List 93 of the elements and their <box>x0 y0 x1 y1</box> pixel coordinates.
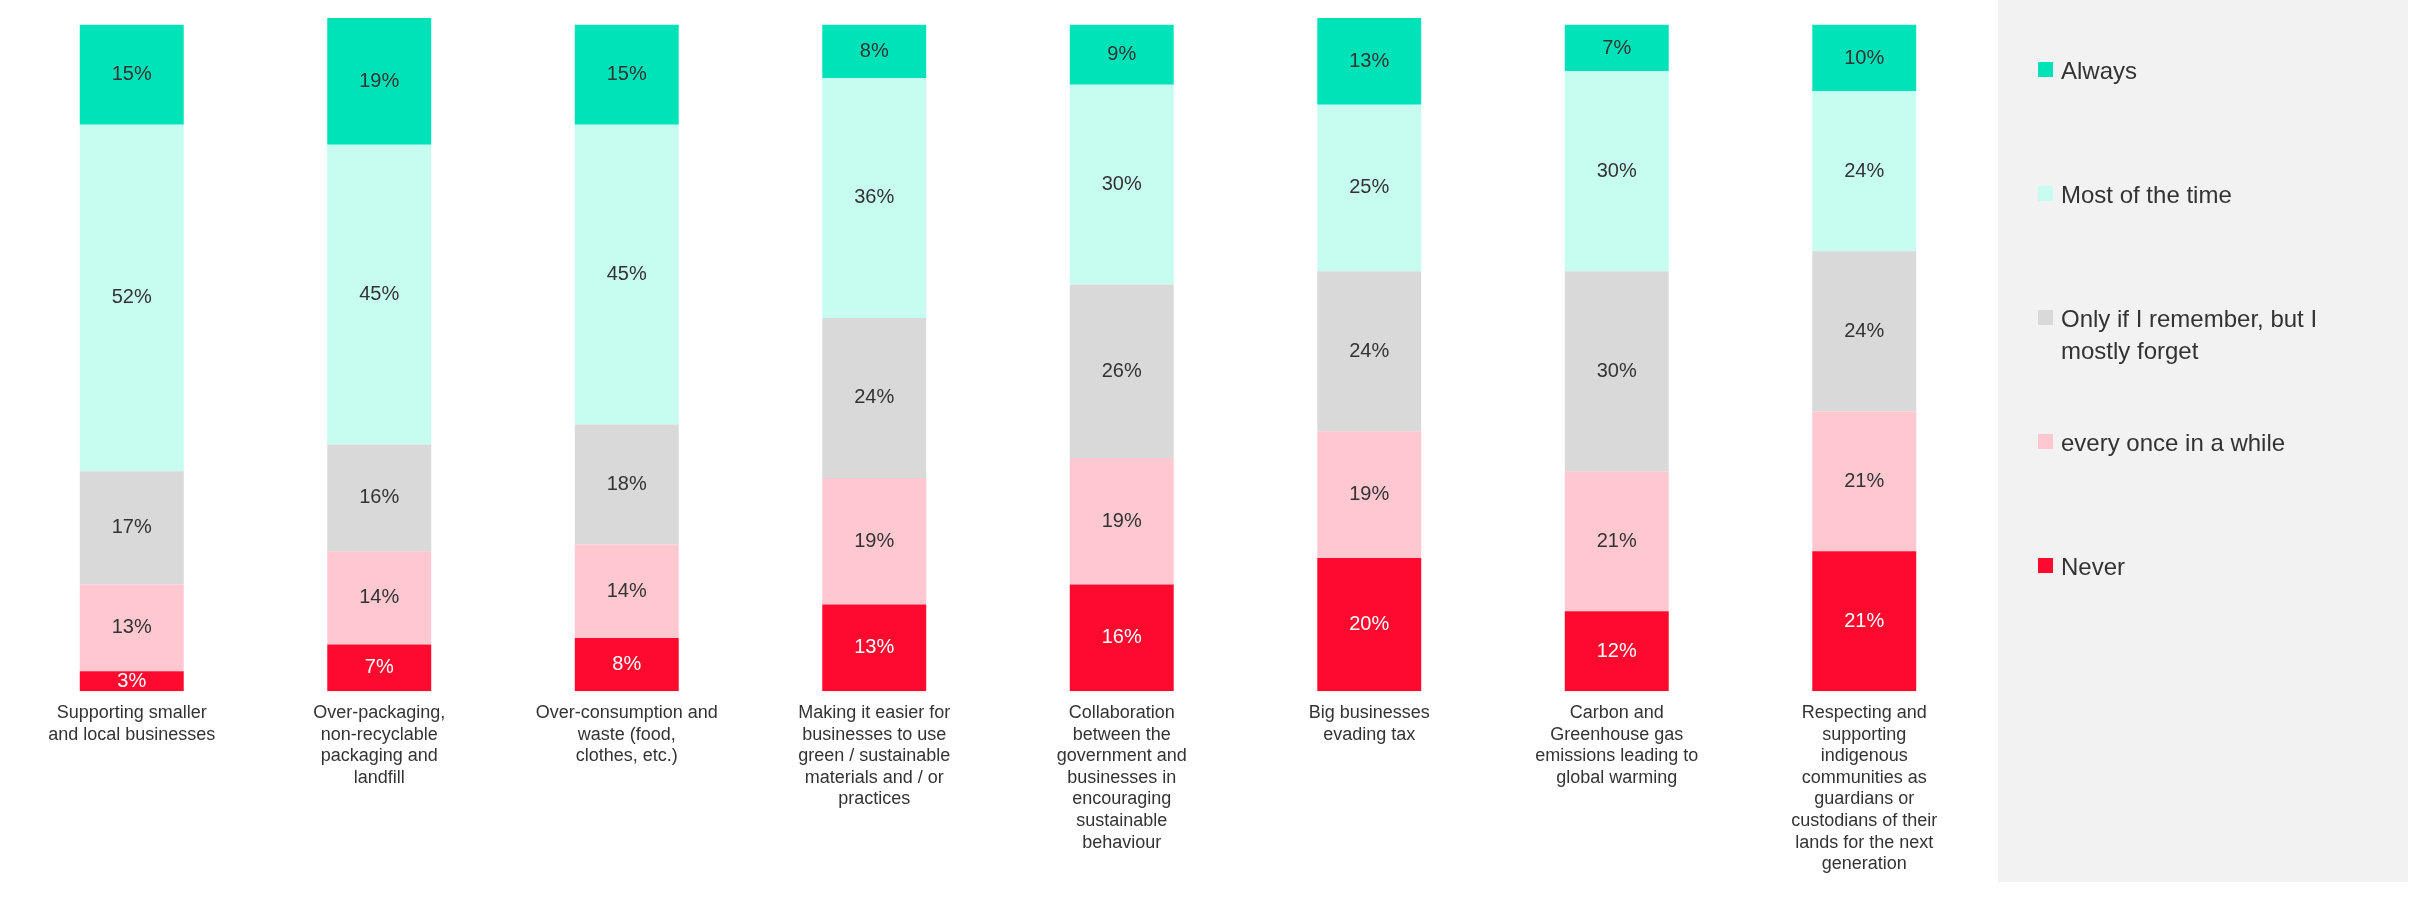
bar <box>1812 91 1917 252</box>
data-label: 26% <box>1101 358 1142 381</box>
x-tick-label: Making it easier for businesses to use green / sustainable materials and / or practices <box>798 701 951 809</box>
bar <box>1564 611 1669 692</box>
data-label: 14% <box>359 585 400 608</box>
data-label: 24% <box>1349 338 1390 361</box>
bar <box>1317 431 1422 558</box>
bar <box>822 24 927 78</box>
x-tick-label: Over-packaging, non-recyclable packaging and landfill <box>313 701 446 787</box>
data-label: 36% <box>854 185 895 208</box>
data-label: 8% <box>612 652 642 675</box>
x-tick-label: Over-consumption and waste (food, clothes, etc.) <box>535 701 718 766</box>
bar <box>1812 551 1917 692</box>
data-label: 21% <box>1596 528 1637 551</box>
legend-label: Most of the time <box>2061 180 2233 210</box>
bar <box>822 604 927 692</box>
bar <box>1317 104 1422 272</box>
data-label: 24% <box>854 385 895 408</box>
bar <box>79 471 184 585</box>
x-tick-label: Collaboration between the government and businesses in encouraging sustainable behaviour <box>1056 701 1187 852</box>
data-label: 19% <box>1349 482 1390 505</box>
data-label: 24% <box>1844 158 1885 181</box>
bar <box>822 477 927 605</box>
bar <box>1069 24 1174 85</box>
bar <box>79 584 184 672</box>
bar <box>822 317 927 478</box>
data-label: 3% <box>117 668 147 691</box>
data-label: 15% <box>111 62 152 85</box>
bar <box>327 144 432 445</box>
data-label: 19% <box>359 68 400 91</box>
bar <box>1564 24 1669 72</box>
bar <box>79 24 184 125</box>
legend-label: Never <box>2061 552 2127 582</box>
bar <box>574 424 679 545</box>
data-label: 8% <box>859 38 889 61</box>
data-label: 19% <box>1101 508 1142 531</box>
bar <box>1564 471 1669 612</box>
bar <box>1069 284 1174 458</box>
bar <box>1812 251 1917 412</box>
data-label: 30% <box>1596 158 1637 181</box>
bar <box>1812 24 1917 92</box>
data-label: 30% <box>1101 172 1142 195</box>
bar <box>79 671 184 692</box>
data-label: 13% <box>1349 48 1390 71</box>
data-label: 52% <box>111 285 152 308</box>
legend-label: Only if I remember, but I mostly forget <box>2061 304 2319 366</box>
data-label: 16% <box>359 485 400 508</box>
bar <box>1069 584 1174 692</box>
x-tick-label: Respecting and supporting indigenous communities as guardians or custodians of their lands for the next generation <box>1791 701 1938 874</box>
x-tick-label: Big businesses evading tax <box>1308 701 1430 744</box>
legend-label: Always <box>2061 56 2139 86</box>
bar <box>1317 557 1422 692</box>
data-label: 13% <box>854 635 895 658</box>
bar <box>574 124 679 425</box>
bar <box>327 444 432 552</box>
bar <box>574 544 679 638</box>
bar <box>1069 84 1174 285</box>
data-label: 18% <box>606 472 647 495</box>
data-label: 14% <box>606 578 647 601</box>
data-label: 24% <box>1844 318 1885 341</box>
data-label: 7% <box>364 655 394 678</box>
data-label: 12% <box>1596 638 1637 661</box>
data-label: 21% <box>1844 608 1885 631</box>
data-label: 21% <box>1844 468 1885 491</box>
bar <box>1812 411 1917 552</box>
bar <box>1317 18 1422 105</box>
legend-label: every once in a while <box>2061 428 2287 458</box>
data-label: 7% <box>1602 35 1632 58</box>
data-label: 10% <box>1844 45 1885 68</box>
bar <box>574 637 679 692</box>
x-tick-label: Carbon and Greenhouse gas emissions leading to global warming <box>1535 701 1699 787</box>
data-label: 30% <box>1596 358 1637 381</box>
bar <box>327 644 432 692</box>
data-label: 9% <box>1107 42 1137 65</box>
data-label: 15% <box>606 62 647 85</box>
data-label: 20% <box>1349 612 1390 635</box>
data-label: 17% <box>111 515 152 538</box>
bar <box>327 18 432 145</box>
data-label: 45% <box>359 282 400 305</box>
bar <box>1069 457 1174 585</box>
data-label: 19% <box>854 528 895 551</box>
data-label: 16% <box>1101 625 1142 648</box>
bar <box>79 124 184 472</box>
bar <box>574 24 679 125</box>
bar <box>1564 271 1669 472</box>
bar <box>822 77 927 318</box>
bar <box>327 551 432 645</box>
x-tick-label: Supporting smaller and local businesses <box>48 701 216 744</box>
bar <box>1564 71 1669 272</box>
bar <box>1317 271 1422 432</box>
data-label: 13% <box>111 615 152 638</box>
data-label: 25% <box>1349 175 1390 198</box>
data-label: 45% <box>606 262 647 285</box>
